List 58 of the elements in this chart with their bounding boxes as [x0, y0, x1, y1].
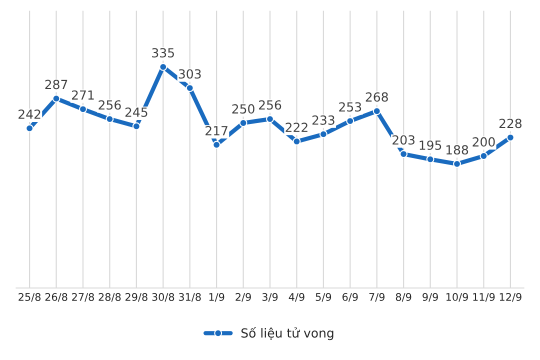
x-tick-label: 30/8 — [152, 293, 174, 302]
data-label: 200 — [472, 137, 495, 147]
point — [346, 117, 354, 126]
data-label: 242 — [18, 109, 40, 119]
x-tick-label: 7/9 — [369, 293, 385, 302]
data-label: 287 — [45, 80, 68, 90]
data-label: 335 — [152, 48, 174, 58]
x-tick-label: 1/9 — [209, 293, 224, 302]
x-tick-label: 29/8 — [125, 293, 148, 302]
point — [453, 160, 462, 168]
x-tick-label: 2/9 — [236, 293, 251, 302]
x-tick-label: 10/9 — [446, 293, 468, 302]
x-tick-label: 6/9 — [342, 293, 358, 302]
point — [186, 84, 194, 92]
data-label: 222 — [286, 122, 308, 132]
point — [292, 137, 301, 146]
data-label: 271 — [72, 90, 94, 100]
data-label: 303 — [178, 69, 201, 79]
x-tick-label: 8/9 — [396, 293, 412, 302]
x-tick-label: 25/8 — [18, 293, 41, 302]
point — [480, 152, 488, 160]
data-label: 228 — [499, 118, 522, 128]
x-tick-label: 28/8 — [98, 293, 121, 302]
point — [266, 115, 274, 124]
data-label: 203 — [392, 135, 415, 145]
point — [106, 115, 114, 124]
point — [78, 105, 87, 114]
data-label: 253 — [339, 102, 362, 112]
point — [506, 134, 514, 142]
point — [239, 119, 248, 127]
point — [26, 124, 34, 132]
point — [159, 62, 168, 71]
point — [52, 94, 60, 103]
x-tick-label: 31/8 — [178, 293, 201, 302]
legend-label: Số liệu tử vong — [241, 326, 334, 340]
x-tick-label: 26/8 — [45, 293, 68, 302]
point — [132, 122, 140, 130]
point — [212, 140, 221, 149]
x-tick-label: 3/9 — [262, 293, 278, 302]
x-tick-label: 11/9 — [473, 293, 495, 302]
data-label: 233 — [312, 115, 334, 125]
data-label: 188 — [446, 145, 468, 155]
data-label: 256 — [98, 100, 121, 110]
point — [426, 155, 434, 164]
x-tick-label: 9/9 — [422, 293, 438, 302]
data-label: 217 — [206, 126, 228, 136]
x-tick-label: 5/9 — [316, 293, 332, 302]
data-label: 245 — [125, 107, 148, 117]
point — [319, 130, 328, 138]
x-tick-label: 27/8 — [72, 293, 94, 302]
x-tick-label: 12/9 — [500, 293, 522, 302]
point — [400, 150, 408, 158]
data-label: 256 — [258, 100, 282, 110]
data-label: 250 — [232, 104, 254, 114]
point — [372, 107, 381, 116]
data-label: 268 — [366, 92, 388, 102]
data-label: 195 — [420, 140, 442, 150]
x-tick-label: 4/9 — [288, 293, 304, 302]
